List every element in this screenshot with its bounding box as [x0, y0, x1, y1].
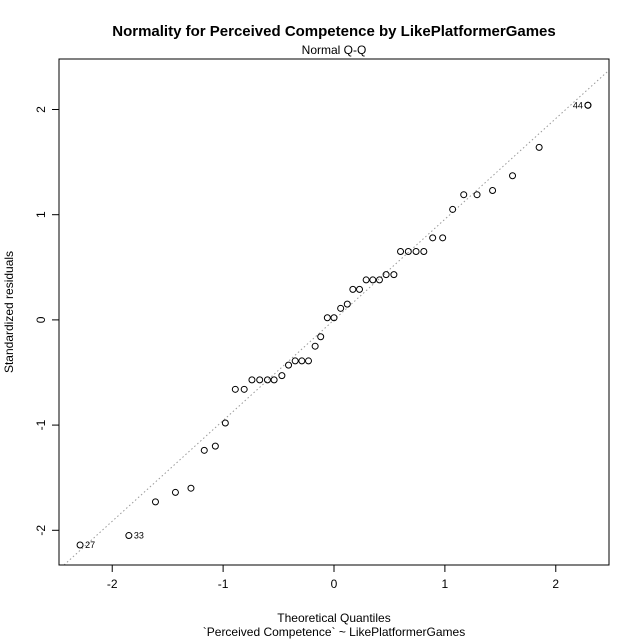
data-point	[323, 314, 331, 322]
data-point	[404, 248, 412, 256]
x-axis-sublabel: `Perceived Competence` ~ LikePlatformerG…	[203, 625, 465, 639]
x-axis: -2 -1 0 1 2	[107, 565, 559, 591]
data-point	[291, 357, 299, 365]
data-point	[200, 446, 208, 454]
plot-frame	[58, 58, 610, 566]
data-point	[151, 498, 159, 506]
data-point	[256, 376, 264, 384]
data-point	[278, 372, 286, 380]
x-tick-label: 0	[331, 577, 338, 591]
data-point	[584, 101, 592, 109]
data-point	[509, 172, 517, 180]
data-point	[390, 271, 398, 279]
data-point	[473, 191, 481, 199]
data-point	[248, 376, 256, 384]
data-point	[412, 248, 420, 256]
data-point	[337, 304, 345, 312]
point-label: 44	[573, 100, 583, 110]
x-tick-label: 1	[442, 577, 449, 591]
y-axis-label: Standardized residuals	[2, 251, 16, 373]
x-tick-label: 2	[552, 577, 559, 591]
chart-subtitle: Normal Q-Q	[302, 43, 367, 57]
data-point	[187, 484, 195, 492]
data-point	[231, 385, 239, 393]
y-axis: -2 -1 0 1 2	[34, 106, 59, 536]
data-point	[397, 248, 405, 256]
point-labels-layer: 27 33 44	[85, 100, 583, 550]
point-label: 27	[85, 540, 95, 550]
data-point	[420, 248, 428, 256]
data-point	[343, 300, 351, 308]
data-point	[311, 342, 319, 350]
data-point	[298, 357, 306, 365]
x-axis-label: Theoretical Quantiles	[277, 611, 390, 625]
y-tick-label: -1	[34, 419, 48, 430]
data-point	[362, 276, 370, 284]
chart-title: Normality for Perceived Competence by Li…	[112, 23, 556, 40]
y-tick-label: 0	[34, 316, 48, 323]
data-point	[375, 276, 383, 284]
data-point	[489, 186, 497, 194]
data-point	[449, 205, 457, 213]
data-point	[125, 532, 133, 540]
data-point	[460, 191, 468, 199]
data-point	[263, 376, 271, 384]
x-tick-label: -2	[107, 577, 118, 591]
data-point	[429, 234, 437, 242]
x-tick-label: -1	[218, 577, 229, 591]
data-point	[349, 285, 357, 293]
data-point	[330, 314, 338, 322]
data-point	[211, 442, 219, 450]
data-point	[285, 361, 293, 369]
y-tick-label: 1	[34, 211, 48, 218]
data-point	[304, 357, 312, 365]
data-point	[439, 234, 447, 242]
data-point	[171, 488, 179, 496]
y-tick-label: 2	[34, 106, 48, 113]
data-point	[535, 143, 543, 151]
data-point	[382, 271, 390, 279]
data-point	[356, 285, 364, 293]
point-label: 33	[134, 531, 144, 541]
data-point	[76, 541, 84, 549]
y-tick-label: -2	[34, 525, 48, 536]
data-point	[317, 333, 325, 341]
data-point	[221, 419, 229, 427]
data-points-layer	[76, 101, 592, 549]
data-point	[270, 376, 278, 384]
data-point	[240, 385, 248, 393]
data-point	[369, 276, 377, 284]
